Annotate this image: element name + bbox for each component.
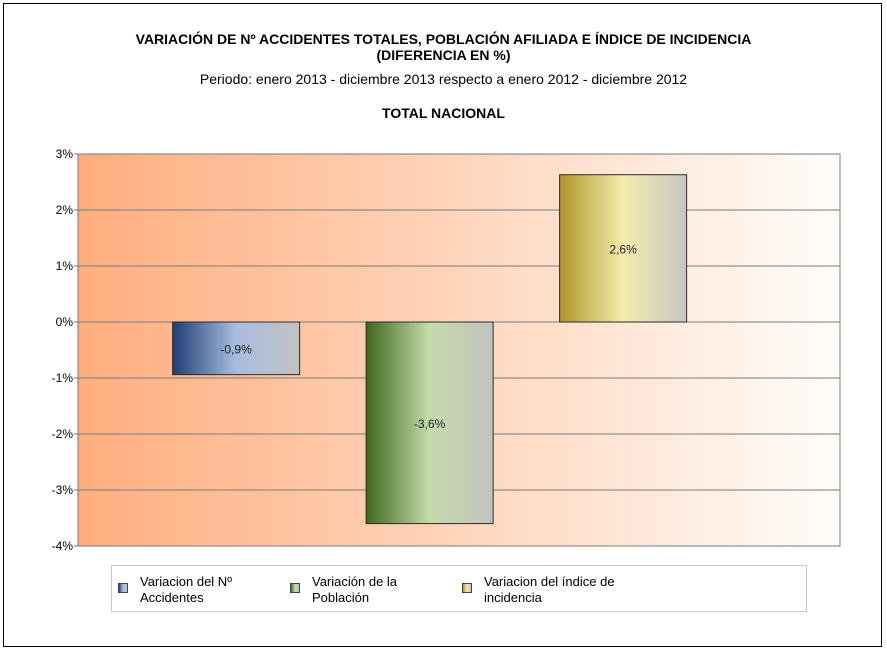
y-tick-label: -4%: [52, 539, 74, 553]
y-tick-label: -2%: [52, 427, 74, 441]
bar-2: [559, 174, 688, 323]
bar-1: [365, 321, 494, 525]
legend-label-line1: Variación de la: [312, 574, 398, 589]
legend-label-line2: Población: [312, 590, 370, 605]
legend-label-line2: Accidentes: [140, 590, 204, 605]
bar-0: [172, 321, 301, 376]
period-subtitle: Periodo: enero 2013 - diciembre 2013 res…: [199, 71, 688, 87]
chart-title-line2: (DIFERENCIA EN %): [376, 47, 511, 63]
bar-data-label: 2,6%: [609, 242, 637, 256]
legend-swatch-incidencia: [462, 583, 472, 593]
legend-label-line2: incidencia: [484, 590, 542, 605]
legend-swatch-poblacion: [290, 583, 300, 593]
bar-data-label: -3,6%: [414, 417, 446, 431]
y-tick-label: 3%: [56, 147, 74, 161]
scope-title: TOTAL NACIONAL: [382, 105, 505, 121]
y-tick-label: 0%: [56, 315, 74, 329]
chart-title-line1: VARIACIÓN DE Nº ACCIDENTES TOTALES, POBL…: [135, 31, 752, 47]
y-tick-label: -1%: [52, 371, 74, 385]
legend-label-line1: Variacion del índice de: [484, 574, 615, 589]
legend-label-line1: Variacion del Nº: [140, 574, 232, 589]
y-tick-label: 1%: [56, 259, 74, 273]
legend-swatch-accidentes: [118, 583, 128, 593]
y-tick-label: -3%: [52, 483, 74, 497]
chart-legend: Variacion del Nº Accidentes Variación de…: [111, 565, 807, 612]
y-tick-label: 2%: [56, 203, 74, 217]
bar-data-label: -0,9%: [220, 342, 252, 356]
